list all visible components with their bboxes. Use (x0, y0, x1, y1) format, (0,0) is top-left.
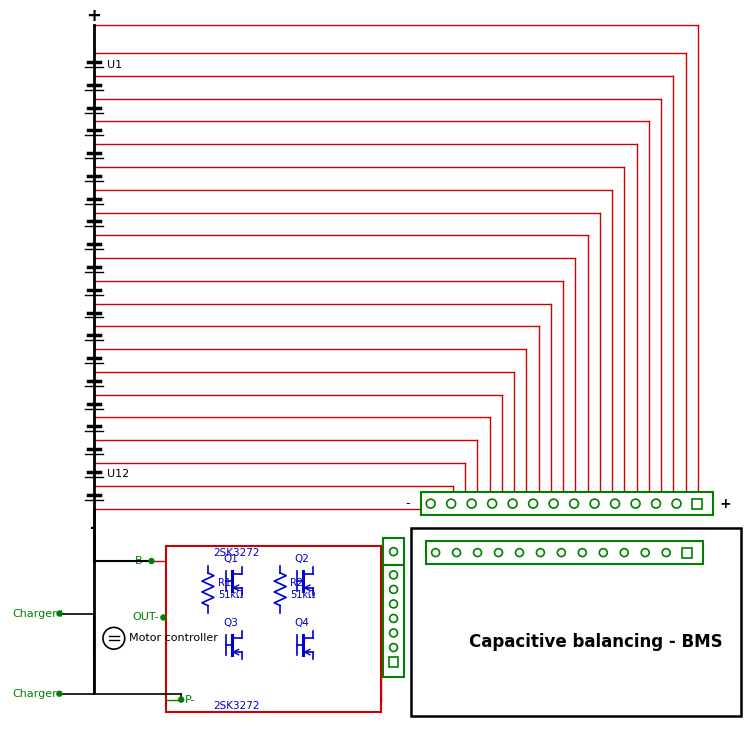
Circle shape (578, 549, 587, 556)
Text: OUT-: OUT- (133, 613, 159, 623)
Circle shape (446, 499, 455, 508)
Text: +: + (720, 496, 731, 511)
Bar (692, 499, 702, 509)
Circle shape (390, 600, 397, 608)
Circle shape (631, 499, 640, 508)
Text: U12: U12 (107, 469, 129, 480)
Circle shape (390, 643, 397, 651)
Text: B-: B- (135, 556, 146, 566)
Text: Q1: Q1 (223, 554, 238, 564)
Text: +: + (87, 7, 102, 25)
Bar (167, 546, 382, 711)
Text: Q2: Q2 (295, 554, 309, 564)
Circle shape (390, 548, 397, 556)
Circle shape (641, 549, 649, 556)
Circle shape (431, 549, 440, 556)
Circle shape (390, 571, 397, 579)
Circle shape (508, 499, 517, 508)
Text: R1
51kΩ: R1 51kΩ (218, 578, 244, 600)
Bar (682, 548, 692, 558)
Circle shape (651, 499, 661, 508)
Circle shape (57, 611, 62, 616)
Circle shape (103, 627, 124, 649)
Circle shape (529, 499, 538, 508)
Text: Q3: Q3 (223, 618, 238, 629)
Circle shape (611, 499, 620, 508)
Text: Charger-: Charger- (12, 689, 60, 699)
Text: Motor controller: Motor controller (129, 633, 218, 643)
Bar (383, 565, 404, 677)
Circle shape (536, 549, 544, 556)
Circle shape (179, 697, 184, 702)
Text: R2
51kΩ: R2 51kΩ (290, 578, 315, 600)
Circle shape (474, 549, 482, 556)
Circle shape (495, 549, 502, 556)
Bar (383, 538, 404, 565)
Circle shape (599, 549, 607, 556)
Text: -: - (406, 497, 410, 510)
Text: P-: P- (185, 694, 195, 705)
Circle shape (516, 549, 523, 556)
Circle shape (161, 615, 166, 620)
Circle shape (390, 629, 397, 637)
Circle shape (569, 499, 578, 508)
Bar (426, 541, 703, 564)
Circle shape (590, 499, 599, 508)
Text: U1: U1 (107, 59, 122, 69)
Circle shape (57, 692, 62, 696)
Circle shape (149, 558, 154, 564)
Circle shape (390, 586, 397, 594)
Text: 2SK3272: 2SK3272 (213, 700, 259, 711)
Text: Capacitive balancing - BMS: Capacitive balancing - BMS (469, 633, 722, 651)
Text: Q4: Q4 (295, 618, 309, 629)
Bar (411, 529, 740, 716)
Text: -: - (89, 519, 96, 537)
Circle shape (390, 615, 397, 622)
Circle shape (672, 499, 681, 508)
Circle shape (662, 549, 670, 556)
Circle shape (621, 549, 628, 556)
Circle shape (549, 499, 558, 508)
Text: 2SK3272: 2SK3272 (213, 548, 259, 558)
Circle shape (467, 499, 476, 508)
Circle shape (488, 499, 497, 508)
Circle shape (452, 549, 461, 556)
Text: Charger+: Charger+ (12, 608, 66, 618)
Bar (421, 492, 713, 515)
Circle shape (426, 499, 435, 508)
Circle shape (557, 549, 566, 556)
Bar (388, 657, 399, 667)
